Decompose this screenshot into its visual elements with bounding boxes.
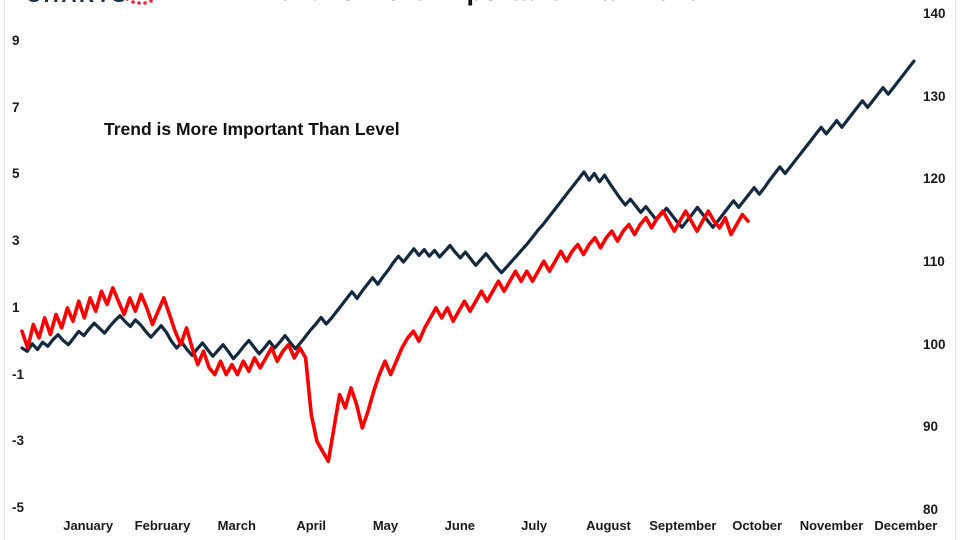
right-axis-tick: 130 [923, 88, 946, 104]
left-axis-tick: 9 [12, 33, 20, 48]
brand-logo-text: CHARTS [26, 0, 129, 8]
x-axis-tick: December [874, 518, 938, 533]
left-axis-tick: -1 [12, 366, 25, 382]
brand-arc-icon [125, 0, 153, 5]
left-axis-tick: 7 [12, 99, 20, 115]
x-axis-tick: January [63, 518, 114, 533]
x-axis-tick: July [521, 518, 548, 533]
series-line-index-level [20, 59, 916, 361]
x-axis-tick: May [372, 518, 399, 533]
page-title: Trend is More Important Than Level [0, 0, 960, 7]
left-axis-tick: 1 [12, 299, 20, 315]
series-line-yoy-change [20, 209, 750, 464]
x-axis-tick: September [649, 518, 717, 533]
x-axis-tick: November [799, 518, 864, 533]
right-axis-tick: 100 [923, 336, 946, 352]
x-axis-tick: August [586, 518, 631, 533]
right-axis-tick: 110 [923, 254, 945, 269]
brand-logo: CHARTS [26, 0, 176, 24]
page-right-rule [955, 0, 956, 540]
page-left-rule [4, 0, 5, 540]
right-axis-tick: 90 [923, 419, 939, 435]
x-axis-tick: April [296, 518, 326, 533]
x-axis-tick: February [134, 518, 191, 533]
x-axis-tick: March [217, 518, 256, 533]
left-axis-tick: -3 [12, 433, 25, 449]
plot-annotation-label: Trend is More Important Than Level [104, 119, 400, 139]
right-axis-tick: 140 [923, 6, 946, 21]
left-axis-tick: -5 [12, 500, 25, 515]
right-axis-tick: 120 [923, 171, 946, 187]
x-axis-tick: June [444, 518, 475, 533]
x-axis-tick: October [732, 518, 783, 533]
right-axis-tick: 80 [923, 502, 939, 517]
left-axis-tick: 5 [12, 166, 20, 182]
left-axis-tick: 3 [12, 233, 20, 249]
